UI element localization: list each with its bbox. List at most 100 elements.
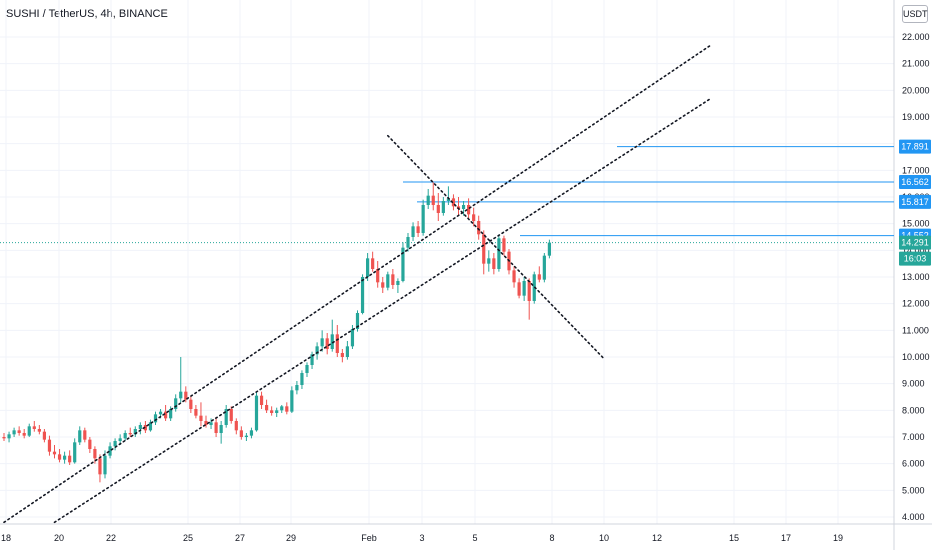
- candle-body: [290, 390, 294, 412]
- bar-countdown-label-bg: [899, 251, 931, 266]
- candle-body: [406, 237, 410, 248]
- candle-body: [371, 258, 375, 269]
- candle-body: [275, 410, 279, 413]
- trendlines[interactable]: [3, 44, 712, 524]
- price-axis[interactable]: 4.000 5.000 6.000 7.000 8.000 9.000 10.000 11.0…: [902, 32, 930, 522]
- candle-body: [360, 277, 365, 313]
- currency-button[interactable]: USDT: [902, 5, 928, 23]
- candle-body: [174, 398, 178, 409]
- candle-body: [497, 238, 501, 269]
- level-price-label: 17.891: [901, 142, 929, 152]
- candle-body: [47, 439, 52, 452]
- candle-body: [305, 365, 309, 373]
- level-price-label: 16.562: [901, 177, 929, 187]
- candle-body: [416, 226, 420, 233]
- candle-body: [436, 205, 440, 213]
- candle-body: [219, 425, 223, 433]
- x-tick-label: 15: [729, 533, 739, 543]
- candle-body: [2, 437, 6, 439]
- candle-body: [42, 431, 46, 440]
- candle-body: [517, 282, 521, 296]
- trendline[interactable]: [3, 44, 712, 524]
- level-price-label-bg: [899, 194, 931, 209]
- candle-body: [93, 449, 97, 459]
- candle-body: [472, 214, 476, 221]
- candle-body: [467, 205, 471, 215]
- level-price-label-bg: [899, 175, 931, 190]
- candle-body: [280, 406, 284, 411]
- candle-body: [118, 438, 122, 441]
- candle-body: [73, 442, 77, 463]
- candle-body: [461, 205, 466, 209]
- y-tick-label: 4.000: [902, 512, 925, 522]
- candle-body: [300, 373, 304, 385]
- current-price-label: 14.291: [901, 238, 929, 248]
- y-tick-label: 7.000: [902, 432, 925, 442]
- candle-body: [295, 385, 299, 391]
- candle-body: [411, 226, 415, 237]
- candle-body: [17, 430, 21, 433]
- candle-body: [88, 439, 92, 449]
- candle-body: [68, 455, 72, 463]
- x-tick-label: 29: [286, 533, 296, 543]
- candle-body: [143, 425, 147, 431]
- y-tick-label: 8.000: [902, 405, 925, 415]
- candle-body: [148, 422, 153, 431]
- candle-body: [426, 195, 430, 205]
- candle-body: [441, 201, 445, 213]
- candle-body: [340, 353, 344, 357]
- chart-title: SUSHI / TetherUS, 4h, BINANCE: [6, 8, 168, 20]
- x-tick-label: 27: [235, 533, 245, 543]
- trendline[interactable]: [53, 97, 712, 524]
- candle-body: [376, 269, 380, 283]
- candle-body: [179, 391, 183, 399]
- candle-body: [52, 451, 57, 455]
- y-tick-label: 9.000: [902, 379, 925, 389]
- candle-body: [22, 433, 26, 436]
- candle-body: [234, 421, 238, 431]
- candle-body: [78, 430, 82, 443]
- horizontal-levels[interactable]: [0, 146, 894, 244]
- candle-body: [350, 329, 355, 347]
- candle-body: [57, 454, 62, 460]
- y-tick-label: 6.000: [902, 459, 925, 469]
- y-tick-label: 17.000: [902, 165, 930, 175]
- x-tick-label: 25: [183, 533, 193, 543]
- candle-body: [487, 258, 491, 264]
- candle-body: [527, 281, 531, 301]
- candle-body: [320, 338, 324, 347]
- y-tick-label: 22.000: [902, 32, 930, 42]
- x-tick-label: 10: [599, 533, 609, 543]
- y-tick-label: 10.000: [902, 352, 930, 362]
- candle-body: [285, 406, 289, 412]
- candle-body: [512, 270, 516, 283]
- candle-body: [214, 422, 218, 433]
- candle-body: [310, 354, 314, 365]
- candle-body: [153, 414, 158, 423]
- candle-body: [244, 435, 248, 437]
- candle-body: [199, 415, 203, 421]
- x-tick-label: 8: [549, 533, 554, 543]
- x-tick-label: 20: [54, 533, 64, 543]
- grid-lines: [0, 0, 894, 524]
- level-price-label-bg: [899, 139, 931, 154]
- candle-body: [204, 421, 208, 425]
- candle-body: [421, 205, 425, 233]
- candle-body: [169, 409, 173, 419]
- y-tick-label: 19.000: [902, 112, 930, 122]
- candle-body: [113, 441, 117, 447]
- candle-body: [63, 455, 67, 460]
- x-tick-label: Feb: [361, 533, 377, 543]
- candle-body: [37, 429, 41, 432]
- candle-body: [12, 430, 16, 435]
- candle-body: [391, 274, 395, 285]
- candle-body: [138, 425, 142, 429]
- trendline[interactable]: [386, 134, 606, 361]
- candle-body: [249, 430, 254, 436]
- candle-body: [32, 426, 36, 429]
- time-axis[interactable]: 18 20 22 25 27 29 Feb 3 5 8 10 12 15 17 19: [1, 533, 843, 543]
- x-tick-label: 12: [652, 533, 662, 543]
- y-tick-label: 12.000: [902, 299, 930, 309]
